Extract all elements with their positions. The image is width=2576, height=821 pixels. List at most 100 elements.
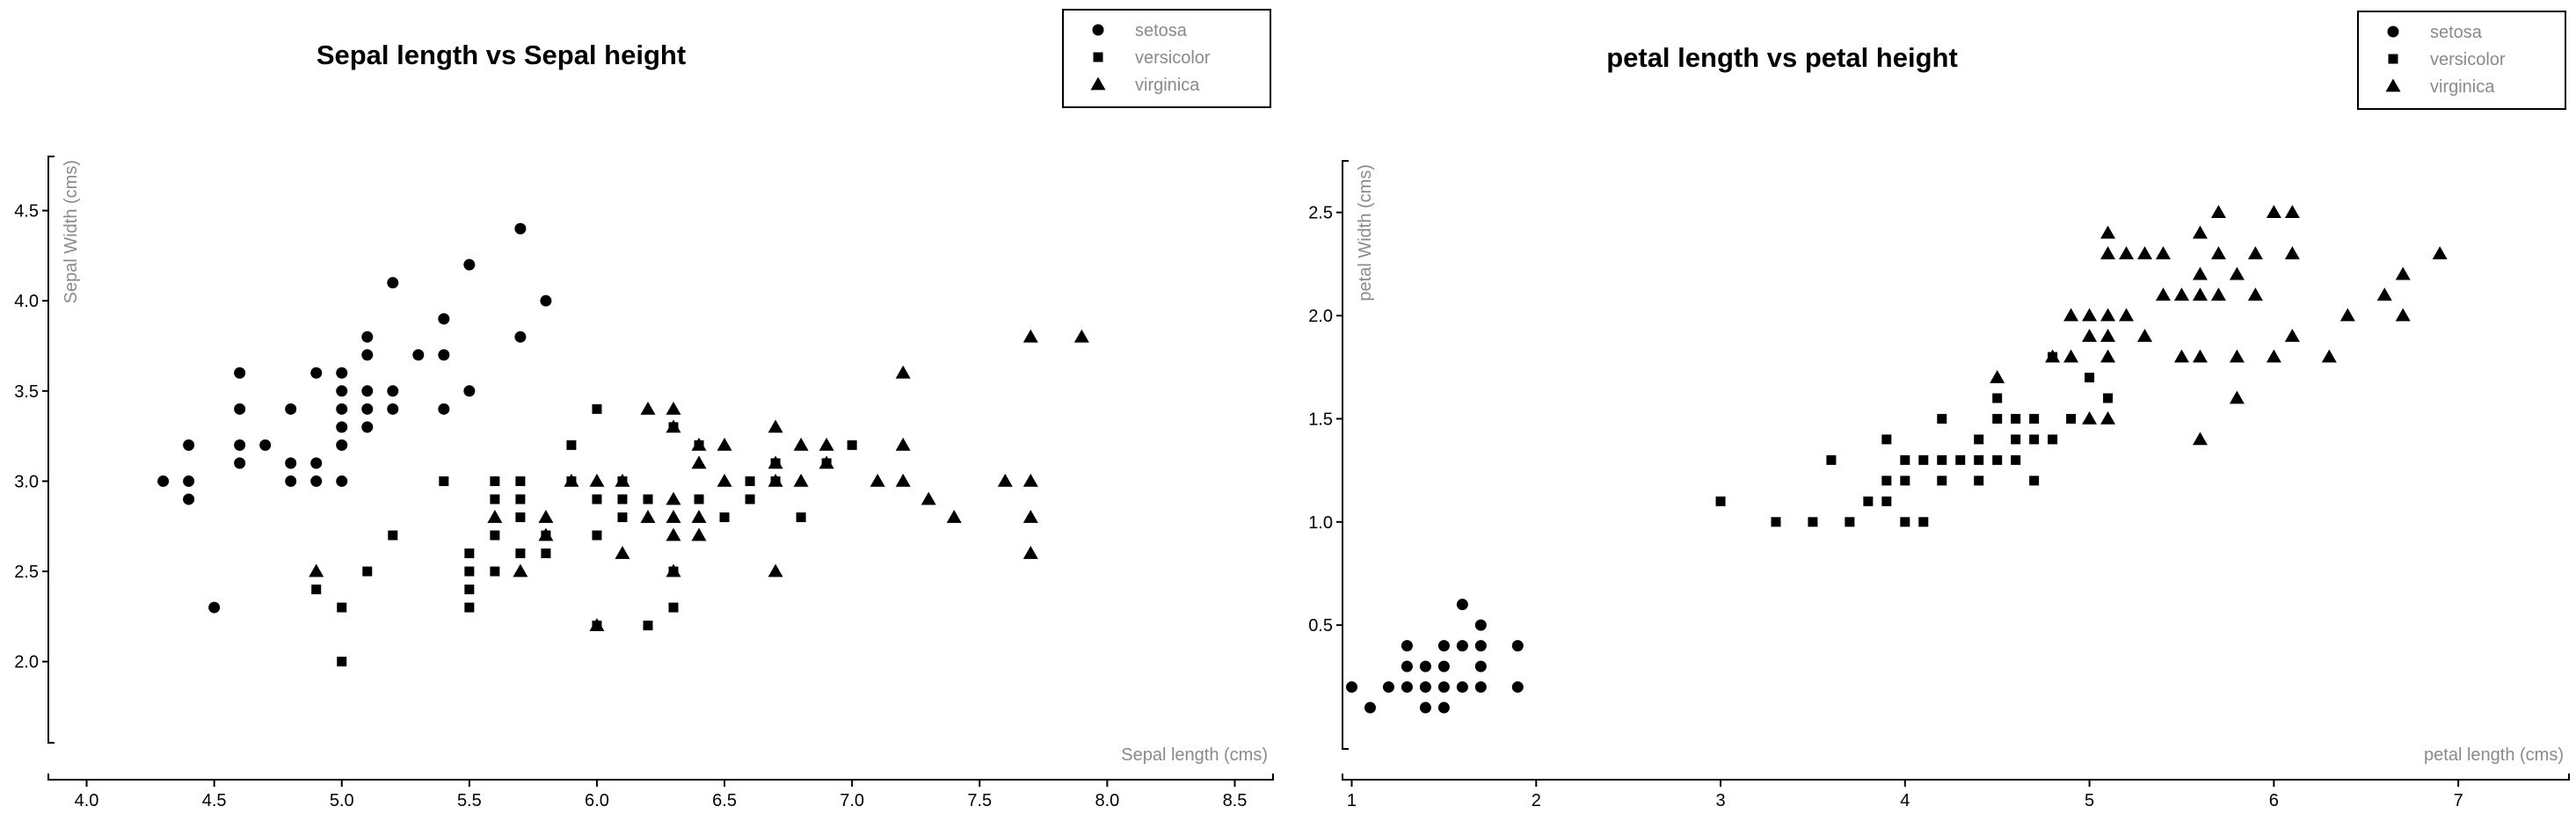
point-virginica <box>2247 287 2263 301</box>
point-versicolor <box>694 494 704 505</box>
point-setosa <box>183 493 195 505</box>
x-axis-title: petal length (cms) <box>2424 745 2564 765</box>
point-versicolor <box>2066 413 2077 424</box>
point-setosa <box>1511 640 1524 652</box>
point-virginica <box>2063 308 2079 322</box>
y-axis-line <box>47 156 55 744</box>
data-points <box>157 222 1089 667</box>
point-virginica <box>2284 246 2300 260</box>
series-setosa <box>157 222 552 614</box>
y-axis-title: Sepal Width (cms) <box>62 160 81 303</box>
point-setosa <box>1419 660 1431 672</box>
point-virginica <box>2082 329 2098 342</box>
point-virginica <box>819 455 834 469</box>
point-virginica <box>2082 308 2098 322</box>
point-setosa <box>463 258 476 271</box>
point-virginica <box>997 473 1013 487</box>
point-versicolor <box>362 566 373 577</box>
point-versicolor <box>1900 517 1910 527</box>
point-setosa <box>1419 701 1431 714</box>
point-virginica <box>691 509 707 523</box>
point-setosa <box>412 349 425 361</box>
point-versicolor <box>745 494 755 505</box>
point-setosa <box>1437 681 1450 694</box>
point-virginica <box>2395 308 2411 322</box>
point-versicolor <box>1974 454 1984 465</box>
point-virginica <box>2192 225 2208 239</box>
legend-marker-virginica <box>1090 76 1106 91</box>
legend-marker-versicolor <box>1093 52 1103 62</box>
x-tick-label: 6.0 <box>585 791 609 810</box>
point-setosa <box>1474 660 1487 672</box>
point-virginica <box>2192 349 2208 363</box>
point-virginica <box>487 509 503 523</box>
series-virginica <box>1990 205 2448 446</box>
point-setosa <box>336 421 348 433</box>
point-setosa <box>387 385 399 397</box>
point-setosa <box>514 331 527 343</box>
point-versicolor <box>490 530 500 541</box>
x-tick-label: 7.0 <box>840 791 864 810</box>
legend-marker-versicolor <box>2388 54 2398 64</box>
point-virginica <box>870 473 885 487</box>
point-setosa <box>183 439 195 451</box>
point-setosa <box>336 475 348 487</box>
point-versicolor <box>2011 413 2021 424</box>
point-setosa <box>1401 681 1413 694</box>
point-virginica <box>2082 410 2098 425</box>
point-virginica <box>2395 266 2411 280</box>
point-versicolor <box>1881 434 1892 445</box>
legend-label-setosa: setosa <box>1135 21 1188 40</box>
point-virginica <box>2266 349 2281 363</box>
point-versicolor <box>1900 454 1910 465</box>
point-virginica <box>768 455 783 469</box>
chart-title: Sepal length vs Sepal height <box>317 40 686 70</box>
point-virginica <box>768 419 783 433</box>
point-virginica <box>2210 205 2226 219</box>
legend-marker-setosa <box>2387 25 2399 38</box>
point-versicolor <box>464 602 475 613</box>
point-versicolor <box>1881 496 1892 506</box>
point-virginica <box>895 365 911 379</box>
point-versicolor <box>617 512 628 522</box>
point-versicolor <box>2011 434 2021 445</box>
point-versicolor <box>592 403 602 414</box>
point-versicolor <box>1808 517 1818 527</box>
x-tick-label: 4.5 <box>202 791 227 810</box>
point-setosa <box>1437 660 1450 672</box>
point-versicolor <box>1826 454 1837 465</box>
point-virginica <box>1990 369 2005 383</box>
point-versicolor <box>515 476 526 486</box>
point-setosa <box>361 385 374 397</box>
point-setosa <box>361 421 374 433</box>
point-versicolor <box>643 621 653 631</box>
point-versicolor <box>515 494 526 505</box>
point-setosa <box>361 403 374 415</box>
point-setosa <box>1419 681 1431 694</box>
point-virginica <box>2137 329 2153 342</box>
y-tick-label: 4.5 <box>14 202 39 222</box>
x-axis-line <box>47 774 1274 781</box>
point-versicolor <box>464 566 475 577</box>
point-versicolor <box>745 476 755 486</box>
legend-label-versicolor: versicolor <box>2430 50 2506 69</box>
point-virginica <box>895 437 911 451</box>
x-axis: 4.0 4.5 5.0 5.5 6.0 6.5 7.0 7.5 8.0 8.5 Sepal leng… <box>47 745 1274 810</box>
point-virginica <box>2432 246 2448 260</box>
point-setosa <box>1511 681 1524 694</box>
point-virginica <box>538 527 554 541</box>
point-virginica <box>1022 509 1038 523</box>
point-virginica <box>615 546 630 559</box>
point-virginica <box>666 491 681 505</box>
point-virginica <box>946 509 962 523</box>
y-tick-label: 4.0 <box>14 292 39 311</box>
point-versicolor <box>847 440 857 450</box>
point-setosa <box>157 475 170 487</box>
point-versicolor <box>592 530 602 541</box>
x-tick-label: 8.0 <box>1095 791 1119 810</box>
point-virginica <box>921 491 936 505</box>
point-versicolor <box>1900 476 1910 486</box>
point-versicolor <box>2048 434 2058 445</box>
point-versicolor <box>796 512 806 522</box>
point-setosa <box>463 385 476 397</box>
